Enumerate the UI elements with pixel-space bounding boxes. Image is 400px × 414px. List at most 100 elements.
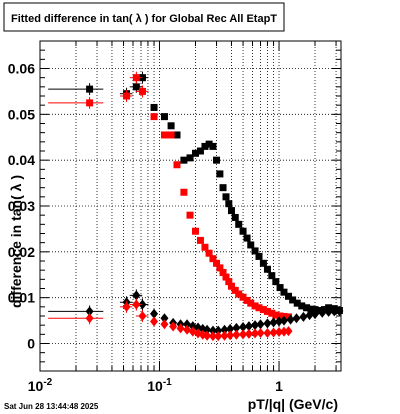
data-point <box>180 156 188 164</box>
timestamp: Sat Jun 28 13:44:48 2025 <box>4 402 99 411</box>
data-point <box>191 227 199 235</box>
data-point <box>303 304 311 312</box>
data-point <box>330 306 339 317</box>
data-point <box>191 149 199 157</box>
data-point <box>269 327 278 338</box>
data-series <box>48 71 344 342</box>
data-point <box>255 304 263 312</box>
data-point <box>244 328 253 339</box>
data-point <box>316 307 324 314</box>
data-point <box>167 122 175 130</box>
data-point <box>239 329 248 340</box>
data-point <box>201 142 209 150</box>
data-point <box>335 305 344 316</box>
data-point <box>284 292 292 300</box>
data-point <box>222 273 230 281</box>
data-point <box>263 307 271 315</box>
data-point <box>286 314 295 325</box>
data-point <box>231 213 239 221</box>
data-point <box>320 306 328 314</box>
data-point <box>305 310 314 321</box>
data-point <box>263 265 271 273</box>
x-axis-title: pT/|q| (GeV/c) <box>248 396 338 412</box>
data-point <box>216 264 224 272</box>
data-point <box>289 296 297 304</box>
data-point <box>196 147 204 155</box>
data-point <box>167 131 175 139</box>
title-box <box>3 2 285 32</box>
data-point <box>150 308 159 319</box>
data-point <box>219 268 227 276</box>
data-point <box>243 234 251 242</box>
y-tick-label: 0.02 <box>8 244 35 260</box>
data-point <box>208 325 217 336</box>
data-point <box>213 259 221 267</box>
data-point <box>232 329 241 340</box>
data-point <box>183 324 192 335</box>
data-point <box>220 330 229 341</box>
y-tick-label: 0.04 <box>8 152 35 168</box>
data-point <box>150 316 159 327</box>
data-point <box>186 211 194 219</box>
data-point <box>307 305 315 313</box>
y-tick-label: 0.01 <box>8 290 35 306</box>
data-point <box>122 301 131 312</box>
data-point <box>268 309 276 317</box>
data-point <box>138 299 147 310</box>
data-point <box>269 317 278 328</box>
data-point <box>298 302 306 310</box>
data-point <box>222 193 230 201</box>
data-point <box>251 320 260 331</box>
data-point <box>284 313 292 321</box>
data-point <box>176 323 185 334</box>
data-point <box>188 321 197 332</box>
data-point <box>292 313 301 324</box>
data-point <box>311 309 320 320</box>
data-point <box>255 252 263 260</box>
data-point <box>85 313 94 324</box>
data-point <box>226 323 235 334</box>
data-point <box>216 170 224 178</box>
data-point <box>232 322 241 333</box>
data-point <box>225 278 233 286</box>
data-point <box>201 243 209 251</box>
y-axis-title: difference in tan( λ ) <box>8 175 24 308</box>
y-tick-label: 0 <box>27 336 35 352</box>
data-point <box>132 74 140 82</box>
data-point <box>276 312 284 320</box>
data-point <box>138 311 147 321</box>
data-point <box>299 311 308 322</box>
data-point <box>220 324 229 335</box>
data-point <box>251 302 259 310</box>
data-point <box>275 327 284 338</box>
data-point <box>169 321 178 332</box>
data-point <box>324 306 333 317</box>
axis-ticks <box>39 40 341 372</box>
data-point <box>279 326 288 337</box>
data-point <box>279 315 288 326</box>
data-point <box>183 319 192 330</box>
data-point <box>160 113 168 121</box>
data-point <box>227 282 235 290</box>
data-point <box>239 227 247 235</box>
data-point <box>268 272 276 280</box>
data-point <box>173 161 181 169</box>
data-point <box>225 200 233 208</box>
data-point <box>239 322 248 332</box>
data-point <box>160 319 169 330</box>
data-point <box>196 236 204 244</box>
y-tick-label: 0.06 <box>8 61 35 77</box>
data-point <box>318 307 327 318</box>
y-tick-label: 0.03 <box>8 198 35 214</box>
data-point <box>226 330 235 341</box>
data-point <box>203 324 212 335</box>
data-point <box>180 188 188 196</box>
data-point <box>150 103 158 111</box>
data-point <box>280 288 288 296</box>
data-point <box>251 328 260 339</box>
data-point <box>247 299 255 307</box>
data-point <box>235 220 243 228</box>
data-point <box>132 290 141 301</box>
data-point <box>173 131 181 139</box>
